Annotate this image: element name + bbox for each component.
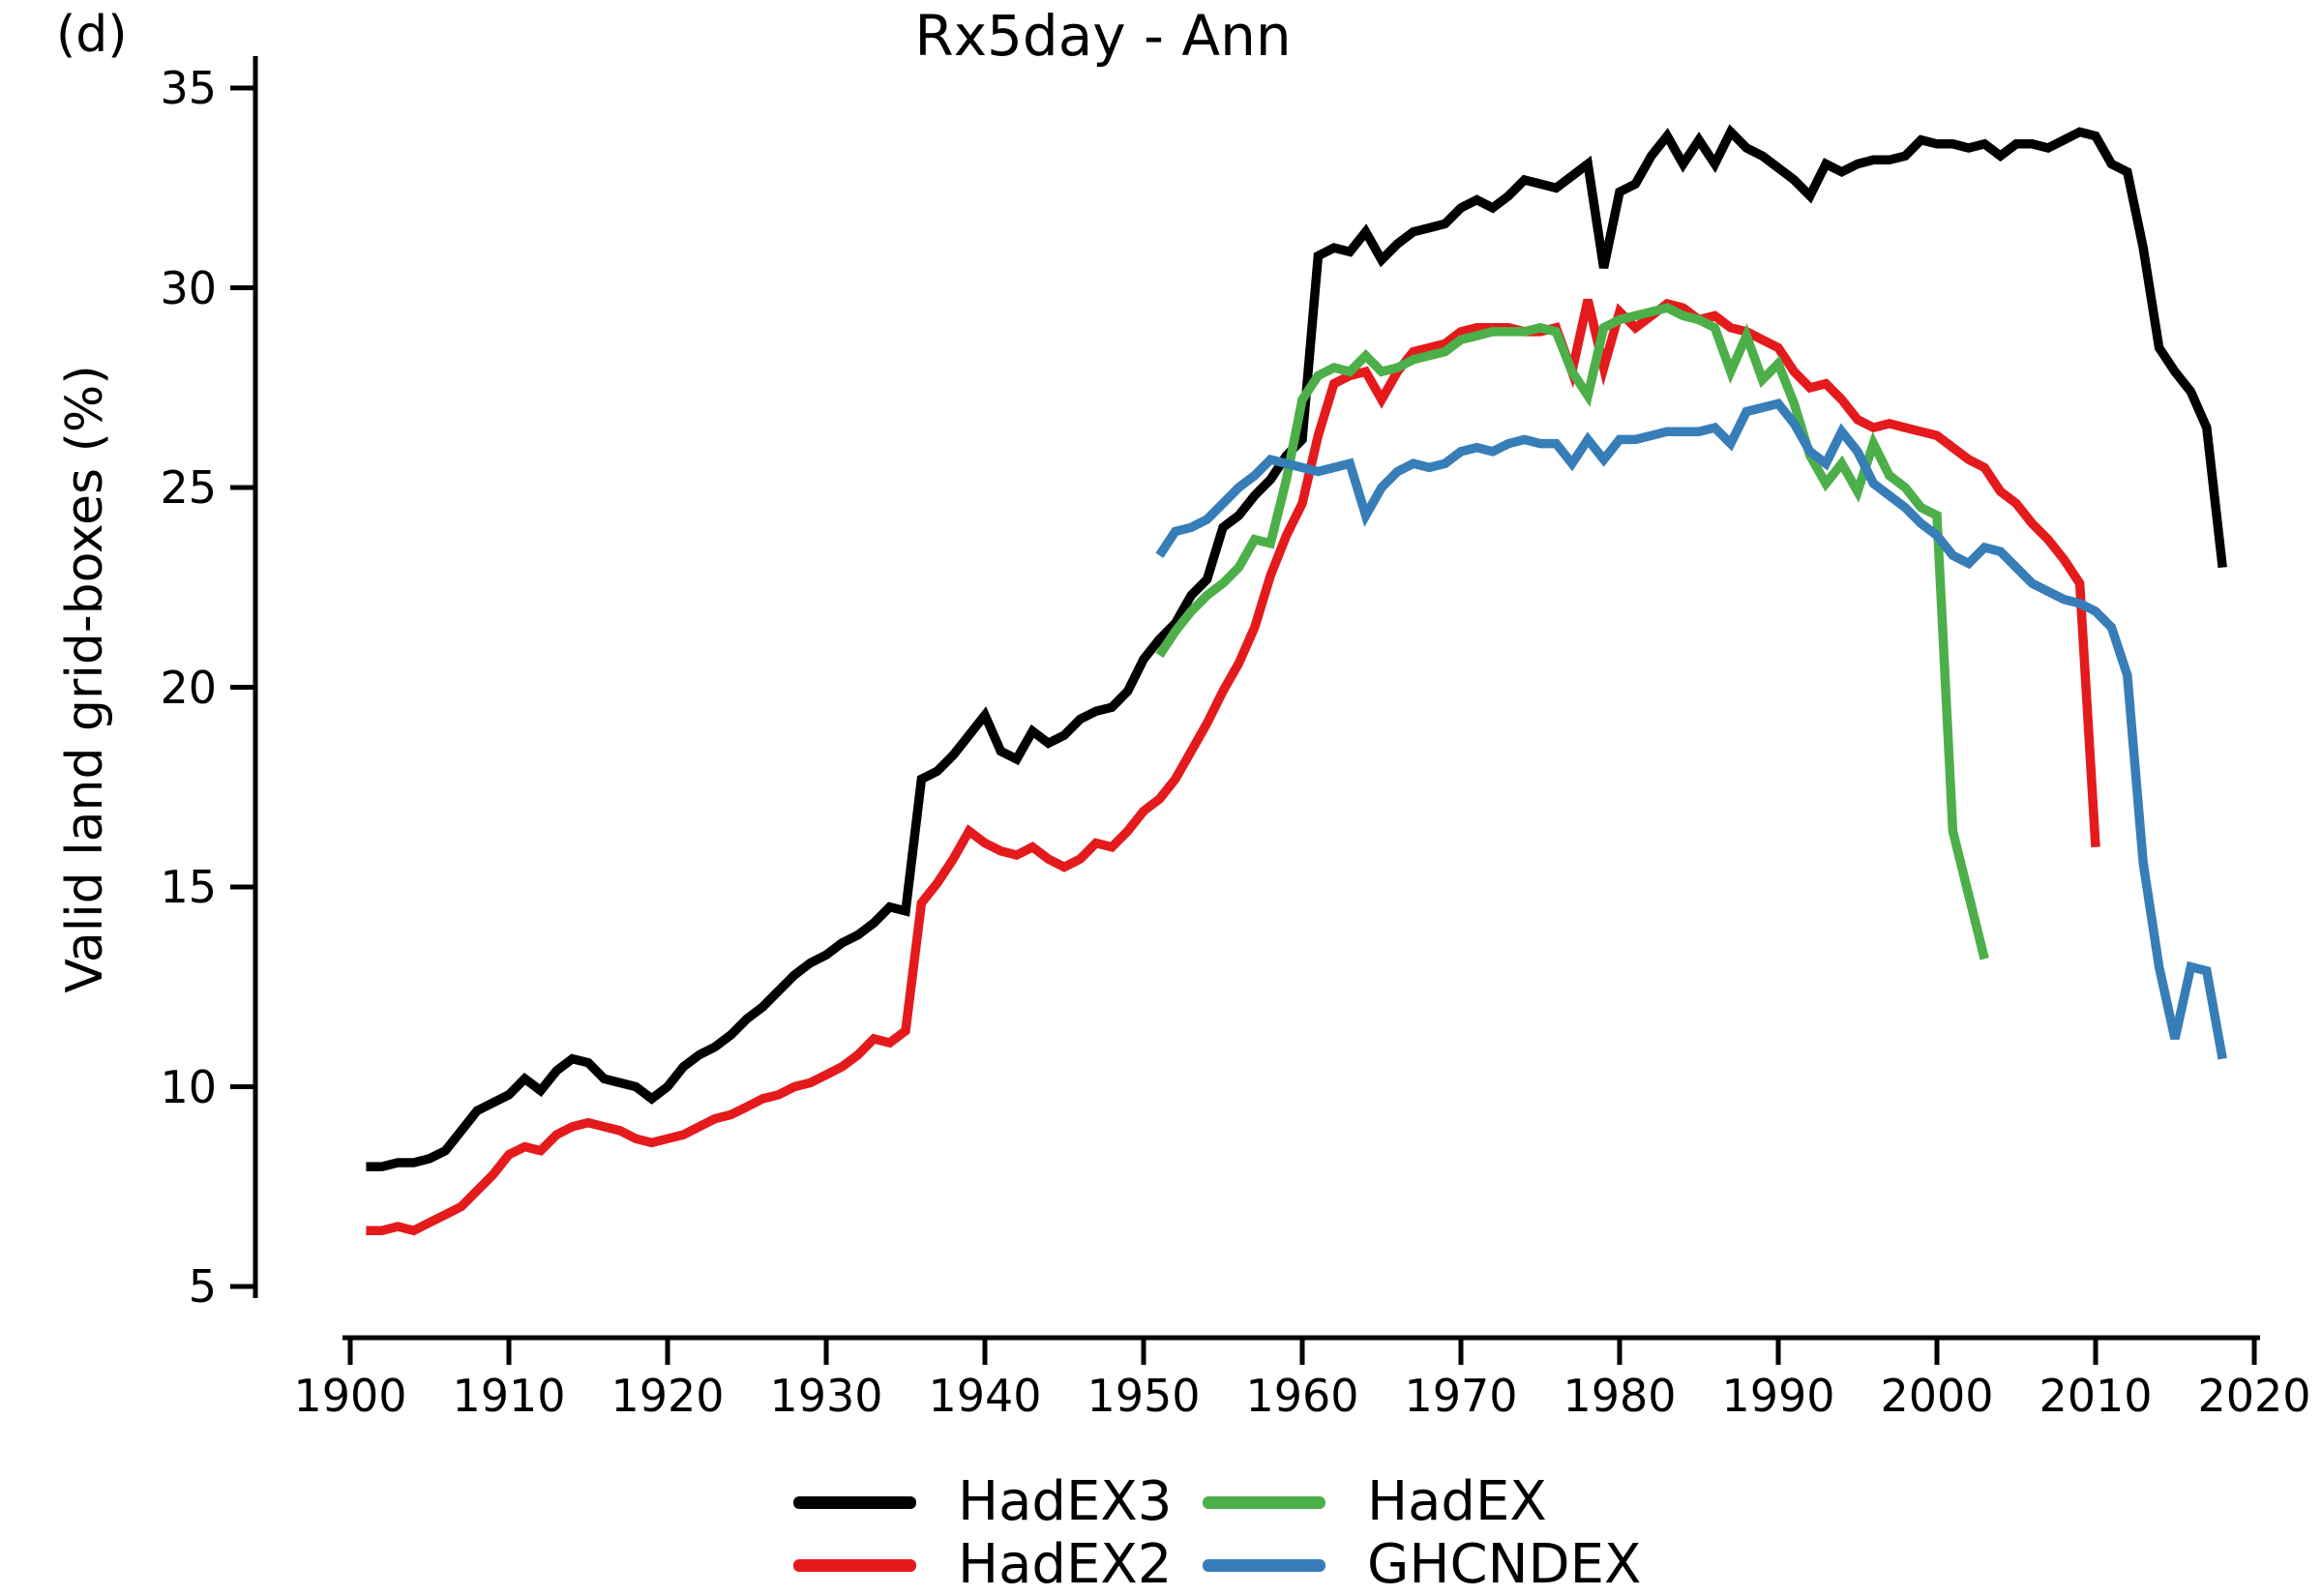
hadex2-line-swatch: [793, 1559, 916, 1572]
y-tick-label-30: 30: [160, 261, 217, 314]
y-tick-label-35: 35: [160, 62, 217, 114]
x-tick-label-1990: 1990: [1721, 1370, 1835, 1422]
hadex-line-swatch: [1203, 1496, 1325, 1509]
y-tick-label-20: 20: [160, 661, 217, 714]
y-tick-label-25: 25: [160, 461, 217, 514]
x-tick-label-1900: 1900: [293, 1370, 407, 1422]
series-line-ghcndex: [1155, 398, 2227, 1060]
y-tick-label-10: 10: [160, 1060, 217, 1113]
series-line-hadex: [1155, 303, 1989, 961]
x-tick-label-1950: 1950: [1087, 1370, 1201, 1422]
x-tick-label-1910: 1910: [452, 1370, 566, 1422]
x-tick-label-1970: 1970: [1404, 1370, 1518, 1422]
panel-label: (d): [56, 6, 128, 64]
legend-label-hadex2: HadEX2: [958, 1533, 1173, 1596]
x-tick-label-2000: 2000: [1880, 1370, 1994, 1422]
y-tick-label-15: 15: [160, 861, 217, 913]
x-tick-label-1960: 1960: [1245, 1370, 1359, 1422]
x-tick-label-1930: 1930: [769, 1370, 883, 1422]
x-tick-label-1940: 1940: [928, 1370, 1042, 1422]
legend-label-hadex3: HadEX3: [958, 1470, 1173, 1533]
chart-title: Rx5day - Ann: [914, 3, 1292, 69]
x-tick-label-2010: 2010: [2039, 1370, 2153, 1422]
x-tick-label-2020: 2020: [2197, 1370, 2311, 1422]
legend-label-ghcndex: GHCNDEX: [1367, 1533, 1642, 1596]
ghcndex-line-swatch: [1203, 1559, 1325, 1572]
y-tick-label-5: 5: [188, 1260, 217, 1313]
hadex3-line-swatch: [793, 1496, 916, 1509]
x-tick-label-1920: 1920: [610, 1370, 725, 1422]
x-tick-label-1980: 1980: [1563, 1370, 1677, 1422]
legend-label-hadex: HadEX: [1367, 1470, 1547, 1533]
series-line-hadex2: [366, 298, 2100, 1236]
